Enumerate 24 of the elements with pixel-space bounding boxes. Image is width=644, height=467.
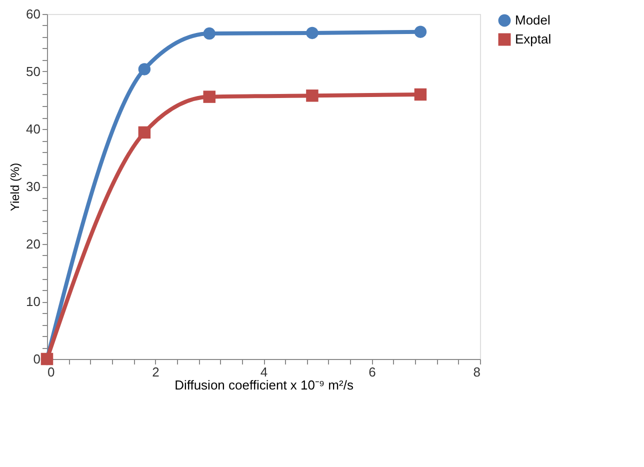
point — [138, 126, 151, 139]
point — [203, 27, 216, 40]
x-tick-label: 8 — [473, 364, 480, 380]
y-tick-label: 0 — [33, 352, 40, 366]
y-tick-label: 10 — [26, 294, 40, 309]
point — [306, 90, 318, 102]
y-tick-label: 40 — [26, 122, 40, 136]
legend-label: Model — [515, 12, 551, 28]
y-tick-label: 30 — [26, 179, 40, 194]
y-tick-label: 50 — [26, 64, 40, 79]
point — [138, 63, 151, 76]
point — [414, 88, 427, 101]
x-tick-label: 4 — [260, 364, 268, 380]
point — [306, 26, 318, 40]
y-tick-label: 20 — [26, 236, 40, 252]
x-tick-label: 2 — [152, 364, 160, 380]
point — [203, 90, 216, 103]
y-axis-title: Yield (%) — [8, 162, 22, 212]
x-tick-label: 0 — [48, 364, 55, 380]
x-axis-title: Diffusion coefficient x 10⁻⁹ m²/s — [174, 378, 354, 392]
y-tick-label: 60 — [26, 6, 40, 22]
x-tick-label: 6 — [368, 364, 376, 380]
legend-label: Exptal — [515, 32, 552, 46]
point — [414, 26, 427, 38]
